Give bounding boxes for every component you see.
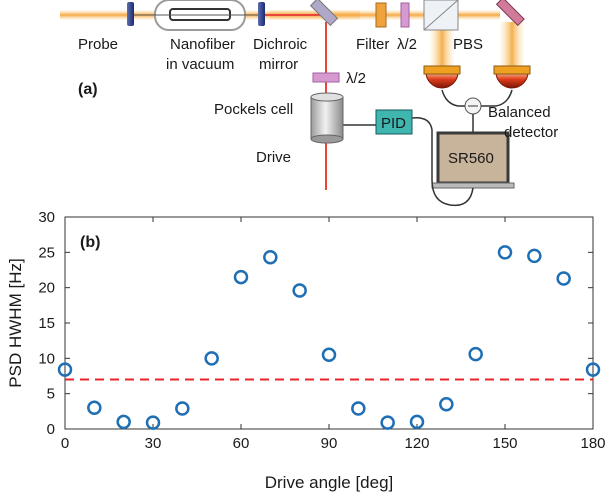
y-axis-title: PSD HWHM [Hz]: [6, 258, 25, 387]
pockels-cell-bottom: [310, 134, 344, 144]
x-tick-label: 150: [492, 435, 517, 452]
x-tick-label: 180: [580, 435, 605, 452]
half-wave-plate-side: [312, 72, 340, 83]
input-lens: [127, 2, 134, 26]
y-tick-label: 10: [38, 350, 55, 367]
schematic-panel: SR560 PID Probe Nanofiber in vacuum Dich…: [60, 0, 558, 207]
data-point: [204, 351, 219, 366]
label-half-wave-top: λ/2: [397, 36, 417, 53]
y-tick-label: 20: [38, 280, 55, 297]
pbs-diagonal: [423, 0, 459, 31]
data-point: [497, 245, 513, 260]
detector-2-cap: [493, 65, 531, 75]
x-axis-title: Drive angle [deg]: [265, 473, 394, 492]
plot-panel: 0 30 60 90 120 150 180 0 5 10 15 20 25 30 (b) Drive a…: [6, 209, 606, 492]
half-wave-plate-top: [400, 2, 410, 28]
y-tick-label: 5: [47, 386, 55, 403]
sr560-box: [436, 131, 510, 185]
data-point: [57, 362, 73, 377]
label-filter: Filter: [356, 36, 389, 53]
label-mirror: mirror: [259, 56, 298, 73]
sr560-label: SR560: [448, 150, 494, 167]
data-point: [380, 415, 395, 430]
sr560-output-wire: [411, 117, 474, 207]
x-tick-label: 60: [233, 435, 250, 452]
detector-1-cap: [423, 65, 461, 75]
label-drive: Drive: [256, 149, 291, 166]
data-point: [527, 248, 542, 264]
x-tick-label: 90: [321, 435, 338, 452]
x-tick-label: 30: [145, 435, 162, 452]
label-pockels-cell: Pockels cell: [214, 101, 293, 118]
pid-box: [375, 109, 413, 135]
data-point: [175, 401, 190, 416]
beam-to-detector-2: [500, 22, 524, 70]
panel-label-a: (a): [78, 81, 98, 98]
fold-mirror: [495, 0, 525, 27]
data-point: [409, 414, 425, 430]
detector-wire-1: [441, 89, 467, 107]
y-tick-label: 0: [47, 421, 55, 438]
detector-2: [495, 71, 529, 89]
dichroic-mirror: [309, 0, 339, 27]
label-in-vacuum: in vacuum: [166, 56, 234, 73]
plot-frame: [64, 216, 594, 430]
label-detector: detector: [504, 124, 558, 141]
output-lens: [258, 2, 265, 26]
x-tick-label: 120: [404, 435, 429, 452]
data-point: [556, 271, 571, 286]
data-point: [145, 415, 161, 430]
detector-wire-2: [479, 89, 513, 107]
label-probe: Probe: [78, 36, 118, 53]
label-balanced: Balanced: [488, 104, 551, 121]
data-point: [439, 397, 454, 412]
sr560-base: [431, 182, 515, 189]
data-point: [321, 347, 337, 363]
label-dichroic: Dichroic: [253, 36, 308, 53]
x-tick-label: 0: [61, 435, 69, 452]
detector-1: [425, 71, 459, 89]
y-tick-label: 30: [38, 209, 55, 226]
chart-layer: 0 30 60 90 120 150 180 0 5 10 15 20 25 30: [38, 209, 605, 452]
pockels-cell-top: [310, 92, 344, 102]
data-point: [351, 401, 366, 416]
data-point: [468, 346, 483, 362]
pockels-cell: [310, 96, 344, 140]
label-half-wave-side: λ/2: [346, 70, 366, 87]
data-point: [263, 250, 278, 265]
data-point: [87, 400, 102, 416]
pid-label: PID: [381, 115, 406, 132]
label-nanofiber: Nanofiber: [170, 36, 235, 53]
data-point: [233, 269, 249, 285]
data-point: [292, 283, 307, 298]
data-point: [585, 362, 601, 377]
y-tick-label: 15: [38, 315, 55, 332]
filter: [375, 2, 387, 28]
data-point: [116, 414, 131, 430]
y-tick-label: 25: [38, 244, 55, 261]
label-pbs: PBS: [453, 36, 483, 53]
panel-label-b: (b): [80, 234, 100, 251]
